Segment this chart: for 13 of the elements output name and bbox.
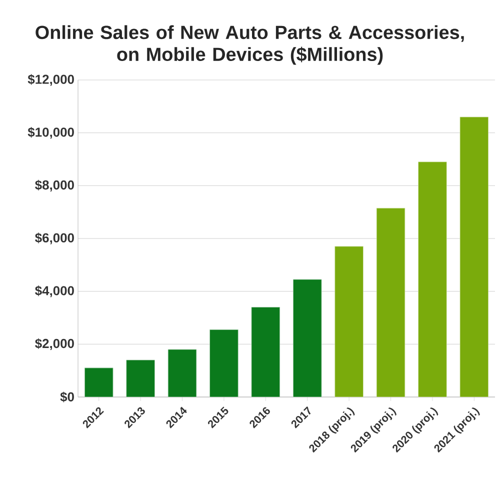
y-tick-label: $2,000 [35, 338, 74, 350]
y-tick-label: $8,000 [35, 180, 74, 192]
bar [84, 368, 114, 397]
bar [210, 329, 238, 397]
y-tick-label: $10,000 [28, 127, 74, 139]
bar [460, 116, 489, 397]
chart-title: Online Sales of New Auto Parts & Accessories, on Mobile Devices ($Millions) [36, 25, 464, 65]
y-tick-label: $0 [60, 392, 74, 402]
bar [418, 162, 447, 397]
y-tick-label: $6,000 [35, 232, 74, 244]
y-tick-label: $4,000 [35, 286, 74, 298]
y-tick-label: $12,000 [28, 74, 74, 86]
bar [334, 246, 364, 397]
